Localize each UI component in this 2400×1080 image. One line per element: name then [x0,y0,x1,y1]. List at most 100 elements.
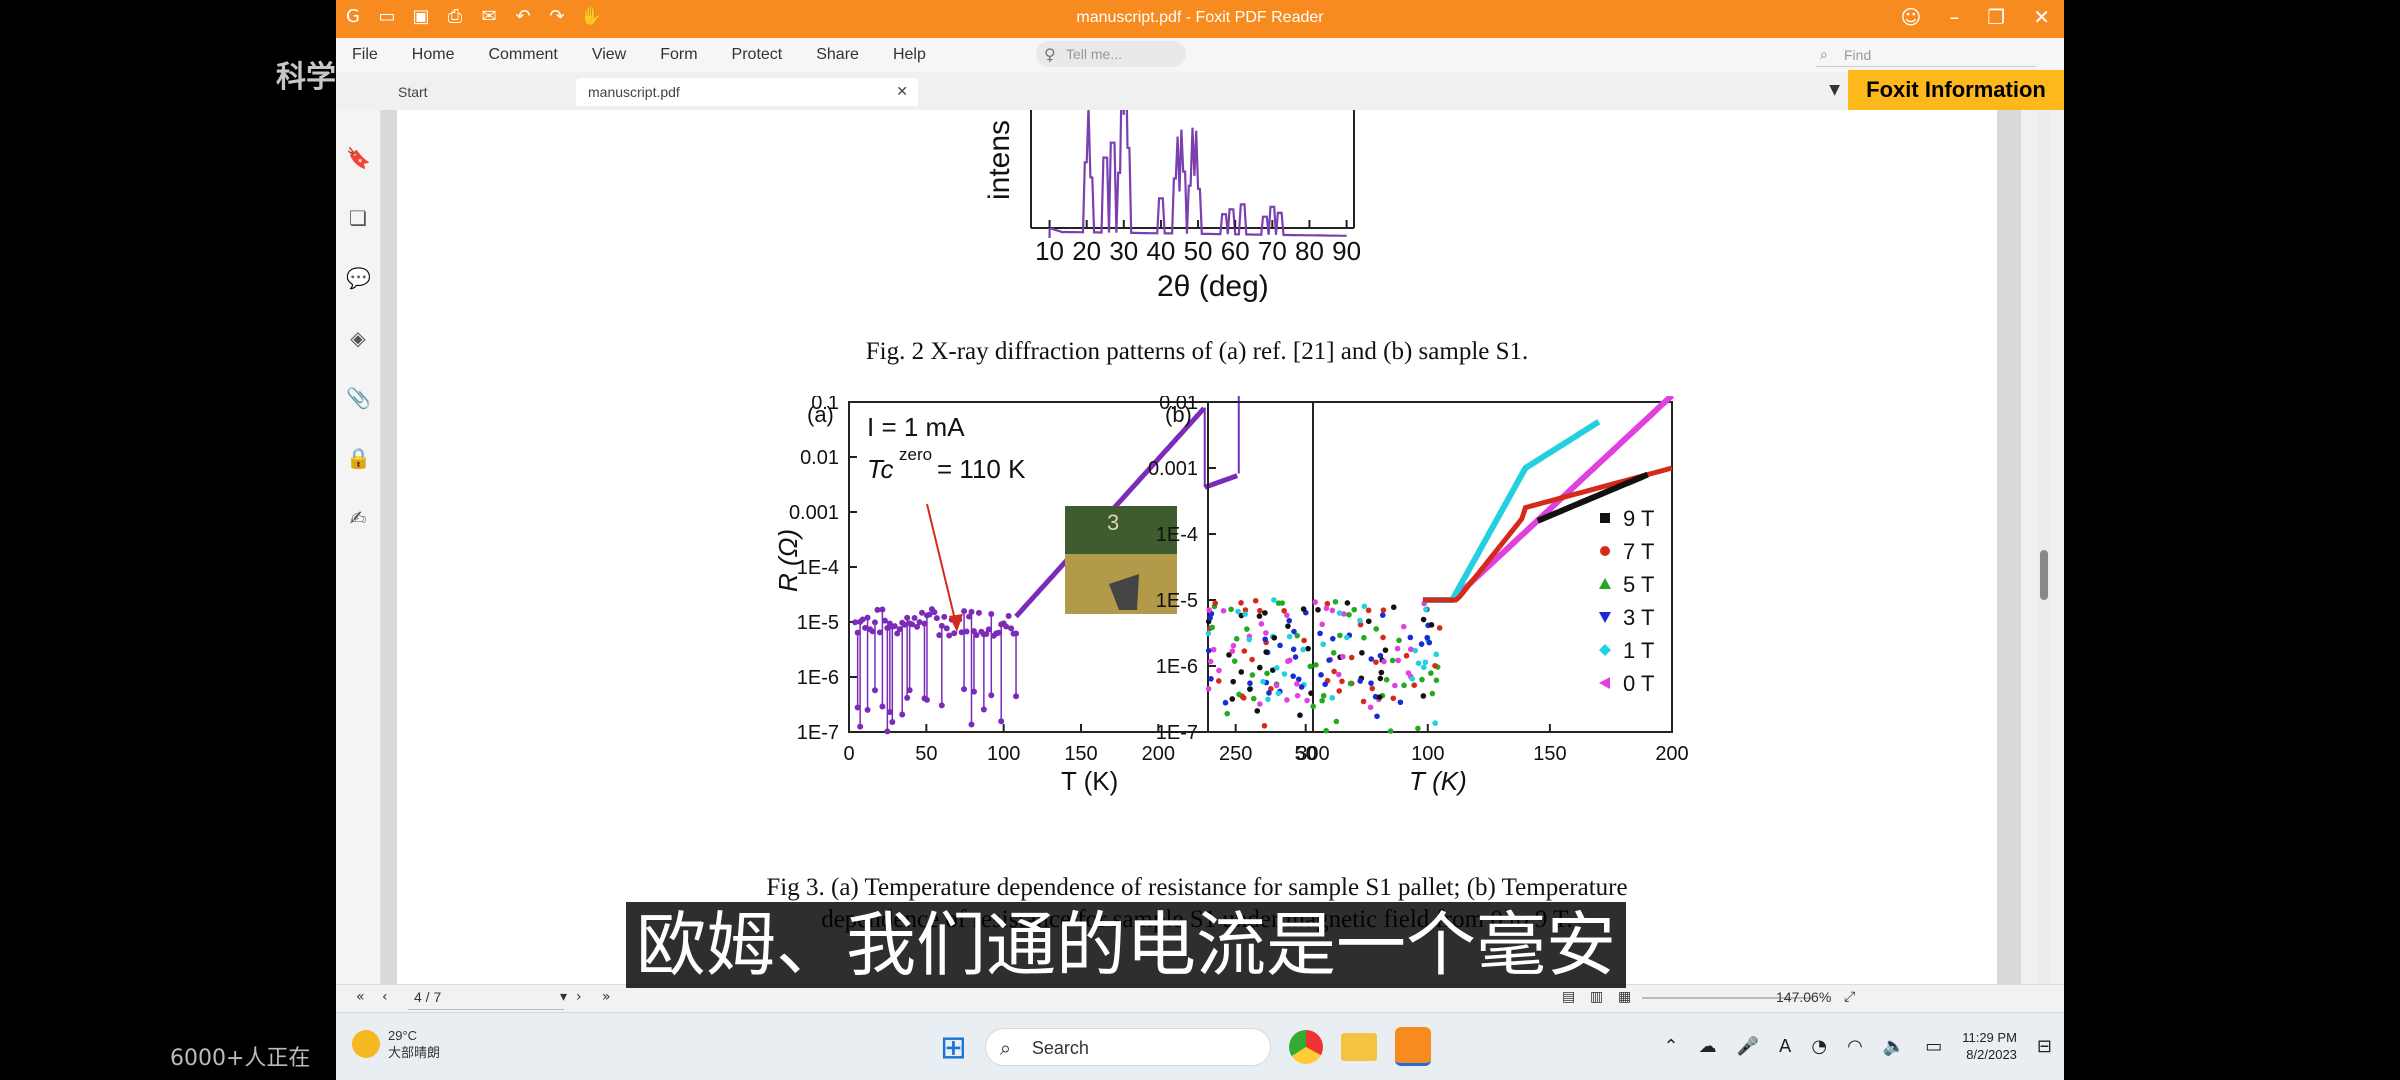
fig3a-point [869,628,876,635]
scrollbar-thumb[interactable] [2040,550,2048,600]
bookmark-icon[interactable]: 🔖 [346,146,371,170]
wifi-icon[interactable]: ◠ [1847,1035,1863,1057]
menu-share[interactable]: Share [816,46,859,63]
app-tray-icon[interactable]: ◔ [1811,1035,1828,1057]
fig3b-point [1332,598,1339,605]
document-view[interactable]: intens 10 20 30 40 50 60 70 80 90 2θ (deg) Fig. … [381,110,2021,985]
menu-view[interactable]: View [591,46,627,63]
menu-comment[interactable]: Comment [488,46,558,63]
fig3b-legend-label: 1 T [1623,638,1654,663]
account-icon[interactable]: ☺ [1900,5,1922,29]
page-dropdown-icon[interactable]: ▾ [560,989,568,1005]
fig3a-point [968,721,975,728]
fig3b-point [1304,697,1310,704]
fig3b-point [1281,671,1288,677]
fig3b-point [1368,656,1375,662]
tab-start[interactable]: Start [398,84,428,100]
continuous-view-icon[interactable]: ▥ [1590,989,1604,1005]
previous-page-icon[interactable]: ‹ [382,989,388,1005]
clock-time: 11:29 PM [1962,1030,2017,1045]
cloud-icon[interactable]: ☁ [1698,1035,1717,1057]
menu-file[interactable]: File [352,46,378,63]
attachment-icon[interactable]: 📎 [346,386,371,410]
fig3b-point [1249,672,1256,678]
fig3a-ytick-label: 0.01 [800,447,839,469]
hand-tool-icon[interactable]: ✋ [580,6,603,27]
email-icon[interactable]: ✉ [481,6,497,27]
signature-icon[interactable]: ✍ [349,506,367,530]
taskbar-search-icon: ⌕ [999,1035,1012,1060]
fig3a-ytick-label: 1E-5 [797,612,839,634]
next-page-icon[interactable]: › [576,989,582,1005]
layers-icon[interactable]: ◈ [350,326,366,350]
first-page-icon[interactable]: « [356,989,365,1005]
open-file-icon[interactable]: ▭ [378,6,396,27]
comments-icon[interactable]: 💬 [346,266,371,290]
fig3b-point [1317,630,1323,637]
microphone-icon[interactable]: 🎤 [1736,1035,1760,1057]
zoom-level[interactable]: 147.06% [1776,989,1832,1005]
save-icon[interactable]: ▣ [412,6,430,27]
close-tab-icon[interactable]: ✕ [896,84,908,100]
volume-icon[interactable]: 🔈 [1882,1035,1906,1057]
pages-icon[interactable]: ❏ [349,206,367,230]
last-page-icon[interactable]: » [602,989,611,1005]
fig3a-point [857,723,864,730]
fig3a-ytick-label: 0.001 [789,502,839,524]
single-page-view-icon[interactable]: ▤ [1562,989,1576,1005]
fig3b-point [1247,686,1253,692]
taskbar-search[interactable]: ⌕ Search [984,1027,1271,1066]
windows-start-icon[interactable]: ⊞ [940,1027,967,1066]
facing-view-icon[interactable]: ▦ [1618,989,1632,1005]
file-explorer-icon[interactable] [1340,1032,1377,1061]
fig3a-xtick-label: 150 [1064,743,1097,765]
fig3b-point [1296,676,1302,683]
fig3a-point [995,629,1002,636]
find-input[interactable]: ⌕ Find [1816,43,2036,67]
tell-me-search[interactable]: ♀ Tell me... [1036,41,1186,67]
menu-home[interactable]: Home [411,46,455,63]
tray-chevron-icon[interactable]: ⌃ [1663,1035,1679,1057]
fig3a-point [933,615,940,622]
weather-widget[interactable]: 29°C 大部晴朗 [352,1027,440,1061]
menu-form[interactable]: Form [660,46,698,63]
lightbulb-icon: ♀ [1044,45,1056,64]
chrome-icon[interactable] [1288,1029,1323,1064]
fig3b-point [1432,720,1439,726]
minimize-button[interactable]: – [1949,5,1960,29]
clock[interactable]: 11:29 PM 8/2/2023 [1962,1029,2017,1063]
fig3b-point [1262,610,1268,616]
fig3b-point [1279,600,1286,606]
fig3b-point [1300,606,1307,612]
ime-icon[interactable]: A [1779,1035,1792,1057]
fig3b-point [1381,658,1387,665]
fig3b-point [1409,676,1416,682]
foxit-app-icon[interactable] [1394,1027,1431,1066]
fullscreen-icon[interactable]: ⤢ [1844,989,1856,1005]
close-button[interactable]: ✕ [2033,5,2050,29]
security-icon[interactable]: 🔒 [346,446,371,470]
foxit-information-banner[interactable]: Foxit Information [1848,70,2064,110]
notification-icon[interactable]: ⊟ [2036,1035,2052,1057]
xrd-tick-label: 90 [1332,236,1361,266]
page-number-field[interactable]: 4 / 7 [408,989,564,1010]
menu-protect[interactable]: Protect [731,46,783,63]
zoom-slider[interactable] [1642,997,1812,999]
fig3b-xtick-label: 50 [1295,743,1317,765]
xrd-tick-label: 80 [1295,236,1324,266]
fig3a-point [916,619,923,626]
fig3a-point [938,702,945,709]
print-icon[interactable]: ⎙ [447,6,463,27]
undo-icon[interactable]: ↶ [515,6,531,27]
menu-help[interactable]: Help [892,46,926,63]
tab-list-chevron-icon[interactable]: ▼ [1829,82,1840,98]
restore-button[interactable]: ❐ [1987,5,2006,29]
vertical-scrollbar[interactable] [2038,110,2050,985]
fig3b-point [1320,641,1326,648]
fig3b-point [1341,611,1347,617]
tab-manuscript[interactable]: manuscript.pdf ✕ [576,78,918,106]
redo-icon[interactable]: ↷ [549,6,565,27]
tab-bar: Start manuscript.pdf ✕ [336,72,2064,110]
battery-icon[interactable]: ▭ [1925,1035,1943,1057]
navigation-panel: 🔖 ❏ 💬 ◈ 📎 🔒 ✍ [336,110,381,990]
